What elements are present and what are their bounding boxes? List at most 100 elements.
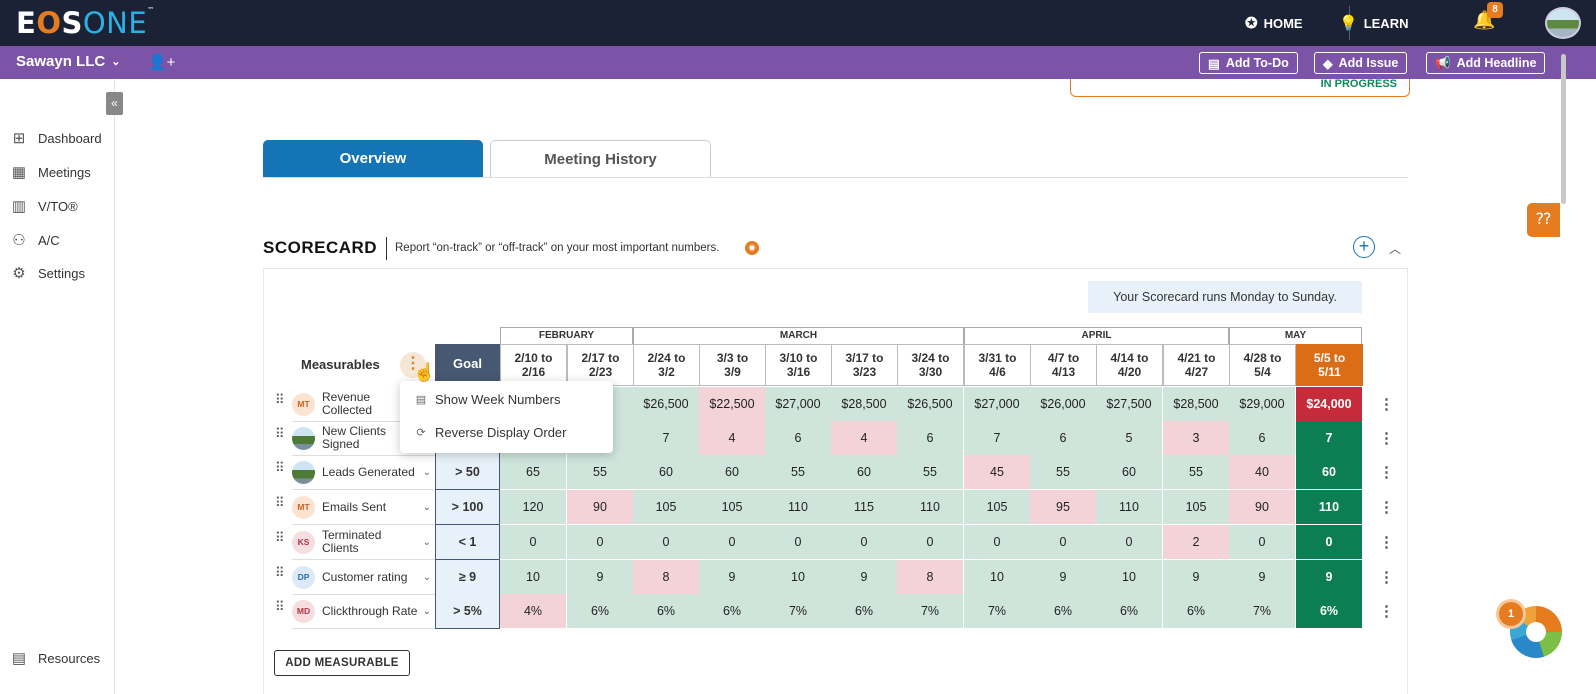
home-link[interactable]: ✪ HOME: [1245, 0, 1303, 46]
org-switcher[interactable]: Sawayn LLC ⌄: [16, 53, 120, 70]
sidebar-item-dashboard[interactable]: ⊞ Dashboard: [10, 129, 102, 147]
chevron-down-icon[interactable]: ⌄: [422, 606, 431, 617]
value-cell[interactable]: 40: [1229, 455, 1296, 490]
value-cell[interactable]: 7: [964, 421, 1031, 456]
add-measurable-button[interactable]: ADD MEASURABLE: [274, 650, 410, 676]
value-cell[interactable]: 60: [1096, 455, 1163, 490]
value-cell[interactable]: 6: [1229, 421, 1296, 456]
row-kebab-menu-icon[interactable]: ⋮: [1379, 464, 1394, 481]
sidebar-item-vto[interactable]: ▥ V/TO®: [10, 197, 78, 215]
value-cell[interactable]: 90: [567, 490, 634, 525]
value-cell[interactable]: 4: [699, 421, 766, 456]
value-cell[interactable]: $26,000: [1030, 387, 1097, 422]
value-cell[interactable]: 65: [500, 455, 567, 490]
value-cell[interactable]: 0: [765, 525, 832, 560]
value-cell[interactable]: 10: [1096, 560, 1163, 595]
value-cell[interactable]: $28,500: [831, 387, 898, 422]
value-cell[interactable]: 0: [1229, 525, 1296, 560]
eosone-logo[interactable]: EOSONE™: [16, 6, 155, 40]
value-cell[interactable]: $22,500: [699, 387, 766, 422]
drag-handle-icon[interactable]: ⠿: [275, 530, 285, 545]
add-todo-button[interactable]: ▤ Add To-Do: [1199, 52, 1298, 74]
current-week-value-cell[interactable]: 9: [1296, 560, 1363, 595]
measurable-name-cell[interactable]: Leads Generated ⌄: [292, 455, 435, 490]
value-cell[interactable]: 0: [1030, 525, 1097, 560]
chevron-down-icon[interactable]: ⌄: [422, 537, 431, 548]
add-circle-icon[interactable]: +: [1353, 236, 1375, 258]
goal-cell[interactable]: > 50: [435, 455, 500, 490]
value-cell[interactable]: 45: [964, 455, 1031, 490]
value-cell[interactable]: 105: [633, 490, 700, 525]
value-cell[interactable]: 60: [831, 455, 898, 490]
value-cell[interactable]: 0: [897, 525, 964, 560]
value-cell[interactable]: 6%: [1096, 594, 1163, 629]
value-cell[interactable]: 6%: [1030, 594, 1097, 629]
value-cell[interactable]: 115: [831, 490, 898, 525]
value-cell[interactable]: 8: [633, 560, 700, 595]
value-cell[interactable]: 6%: [633, 594, 700, 629]
scrollbar[interactable]: [1561, 54, 1566, 204]
value-cell[interactable]: 9: [699, 560, 766, 595]
value-cell[interactable]: $28,500: [1163, 387, 1230, 422]
current-week-value-cell[interactable]: 7: [1296, 421, 1363, 456]
value-cell[interactable]: 105: [1163, 490, 1230, 525]
value-cell[interactable]: 9: [1030, 560, 1097, 595]
reverse-display-order-option[interactable]: ⟳ Reverse Display Order: [415, 425, 566, 440]
row-kebab-menu-icon[interactable]: ⋮: [1379, 396, 1394, 413]
value-cell[interactable]: 110: [1096, 490, 1163, 525]
value-cell[interactable]: 90: [1229, 490, 1296, 525]
value-cell[interactable]: 10: [765, 560, 832, 595]
measurable-name-cell[interactable]: MT Emails Sent ⌄: [292, 490, 435, 525]
value-cell[interactable]: 0: [633, 525, 700, 560]
collapse-sidebar-icon[interactable]: «: [106, 92, 123, 115]
value-cell[interactable]: 9: [1163, 560, 1230, 595]
kebab-menu-icon[interactable]: ⋮: [400, 352, 426, 378]
measurable-name-cell[interactable]: DP Customer rating ⌄: [292, 560, 435, 595]
learn-link[interactable]: 💡 LEARN: [1339, 0, 1408, 46]
value-cell[interactable]: 110: [897, 490, 964, 525]
user-avatar[interactable]: [1545, 7, 1581, 39]
show-week-numbers-option[interactable]: ▤ Show Week Numbers: [415, 392, 561, 407]
value-cell[interactable]: 6: [765, 421, 832, 456]
value-cell[interactable]: 7: [633, 421, 700, 456]
value-cell[interactable]: 8: [897, 560, 964, 595]
current-week-value-cell[interactable]: $24,000: [1296, 387, 1363, 422]
value-cell[interactable]: 9: [567, 560, 634, 595]
measurable-name-cell[interactable]: MD Clickthrough Rate ⌄: [292, 594, 435, 629]
value-cell[interactable]: 7%: [1229, 594, 1296, 629]
value-cell[interactable]: 6%: [699, 594, 766, 629]
value-cell[interactable]: 0: [1096, 525, 1163, 560]
sidebar-item-meetings[interactable]: ▦ Meetings: [10, 163, 91, 181]
value-cell[interactable]: $27,500: [1096, 387, 1163, 422]
value-cell[interactable]: 0: [831, 525, 898, 560]
value-cell[interactable]: 55: [567, 455, 634, 490]
drag-handle-icon[interactable]: ⠿: [275, 495, 285, 510]
value-cell[interactable]: $29,000: [1229, 387, 1296, 422]
value-cell[interactable]: 60: [699, 455, 766, 490]
current-week-value-cell[interactable]: 110: [1296, 490, 1363, 525]
value-cell[interactable]: 7%: [964, 594, 1031, 629]
chevron-down-icon[interactable]: ⌄: [422, 572, 431, 583]
value-cell[interactable]: 55: [765, 455, 832, 490]
tab-meeting-history[interactable]: Meeting History: [490, 140, 711, 177]
value-cell[interactable]: 2: [1163, 525, 1230, 560]
value-cell[interactable]: 7%: [765, 594, 832, 629]
value-cell[interactable]: 110: [765, 490, 832, 525]
value-cell[interactable]: $26,500: [897, 387, 964, 422]
chevron-up-icon[interactable]: ︿: [1389, 242, 1402, 256]
goal-cell[interactable]: > 5%: [435, 594, 500, 629]
row-kebab-menu-icon[interactable]: ⋮: [1379, 569, 1394, 586]
add-issue-button[interactable]: ◆ Add Issue: [1314, 52, 1408, 74]
row-kebab-menu-icon[interactable]: ⋮: [1379, 430, 1394, 447]
measurable-name-cell[interactable]: KS Terminated Clients ⌄: [292, 525, 435, 560]
value-cell[interactable]: $27,000: [765, 387, 832, 422]
value-cell[interactable]: 95: [1030, 490, 1097, 525]
chevron-down-icon[interactable]: ⌄: [422, 467, 431, 478]
current-week-value-cell[interactable]: 60: [1296, 455, 1363, 490]
value-cell[interactable]: 4: [831, 421, 898, 456]
value-cell[interactable]: 0: [964, 525, 1031, 560]
value-cell[interactable]: 6: [897, 421, 964, 456]
drag-handle-icon[interactable]: ⠿: [275, 426, 285, 441]
chevron-down-icon[interactable]: ⌄: [422, 502, 431, 513]
row-kebab-menu-icon[interactable]: ⋮: [1379, 534, 1394, 551]
